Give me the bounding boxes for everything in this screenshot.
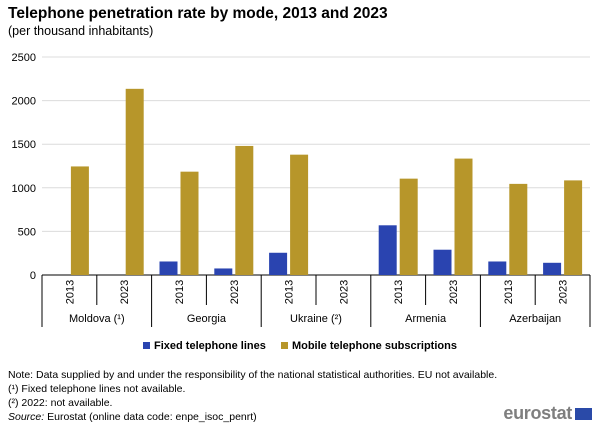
- note-ukraine: (²) 2022: not available.: [8, 397, 113, 409]
- chart-subtitle: (per thousand inhabitants): [8, 24, 154, 38]
- bar-fixed: [543, 262, 562, 275]
- eu-flag-icon: [575, 407, 592, 420]
- x-tick-year: 2013: [174, 280, 186, 304]
- bar-fixed: [488, 261, 507, 275]
- source-text: Eurostat (online data code: enpe_isoc_pe…: [47, 411, 257, 423]
- bar-fixed: [433, 249, 452, 275]
- bar-mobile: [180, 171, 199, 275]
- legend-swatch-fixed: [143, 341, 151, 349]
- chart-title: Telephone penetration rate by mode, 2013…: [8, 5, 388, 22]
- x-tick-year: 2023: [338, 280, 350, 304]
- x-tick-year: 2023: [558, 280, 570, 304]
- bar-mobile: [125, 88, 144, 275]
- footnotes: Note: Data supplied by and under the res…: [8, 368, 497, 424]
- bar-fixed: [378, 225, 397, 275]
- y-tick-label: 2000: [12, 96, 36, 108]
- bar-chart: 0 500 1000 1500 2000 2500 2013 2023 Moldova (¹) 2…: [12, 52, 591, 327]
- bar-fixed: [214, 268, 233, 275]
- bar-mobile: [454, 158, 473, 275]
- bar-mobile: [290, 154, 309, 275]
- x-group-label: Armenia: [405, 313, 447, 325]
- x-tick-year: 2023: [448, 280, 460, 304]
- y-tick-label: 1500: [12, 139, 36, 151]
- legend-label-fixed: Fixed telephone lines: [154, 340, 266, 352]
- x-tick-year: 2013: [503, 280, 515, 304]
- x-tick-year: 2023: [119, 280, 131, 304]
- x-tick-year: 2013: [393, 280, 405, 304]
- eurostat-logo: eurostat: [503, 403, 592, 424]
- bar-fixed: [159, 261, 178, 275]
- bar-mobile: [564, 180, 583, 275]
- legend-label-mobile: Mobile telephone subscriptions: [291, 340, 457, 352]
- y-tick-label: 2500: [12, 52, 36, 64]
- y-tick-label: 500: [18, 226, 36, 238]
- logo-text: eurostat: [503, 403, 572, 423]
- source-line: Source: Eurostat (online data code: enpe…: [8, 410, 497, 424]
- bar-mobile: [509, 183, 528, 275]
- note-moldova: (¹) Fixed telephone lines not available.: [8, 383, 186, 395]
- legend-item-fixed: Fixed telephone lines: [143, 340, 266, 352]
- legend-swatch-mobile: [280, 341, 288, 349]
- note-general: Note: Data supplied by and under the res…: [8, 369, 498, 381]
- bar-mobile: [399, 178, 418, 275]
- bar-mobile: [70, 166, 89, 275]
- x-tick-year: 2013: [64, 280, 76, 304]
- x-group-label: Azerbaijan: [509, 313, 561, 325]
- x-group-label: Moldova (¹): [69, 313, 125, 325]
- legend: Fixed telephone lines Mobile telephone s…: [0, 340, 600, 352]
- y-tick-label: 0: [30, 270, 36, 282]
- bar-mobile: [235, 145, 254, 275]
- x-group-label: Georgia: [187, 313, 227, 325]
- legend-item-mobile: Mobile telephone subscriptions: [280, 340, 457, 352]
- source-label: Source:: [8, 411, 45, 423]
- y-tick-label: 1000: [12, 183, 36, 195]
- x-tick-year: 2023: [229, 280, 241, 304]
- x-tick-year: 2013: [284, 280, 296, 304]
- x-group-label: Ukraine (²): [290, 313, 342, 325]
- bar-fixed: [269, 252, 288, 275]
